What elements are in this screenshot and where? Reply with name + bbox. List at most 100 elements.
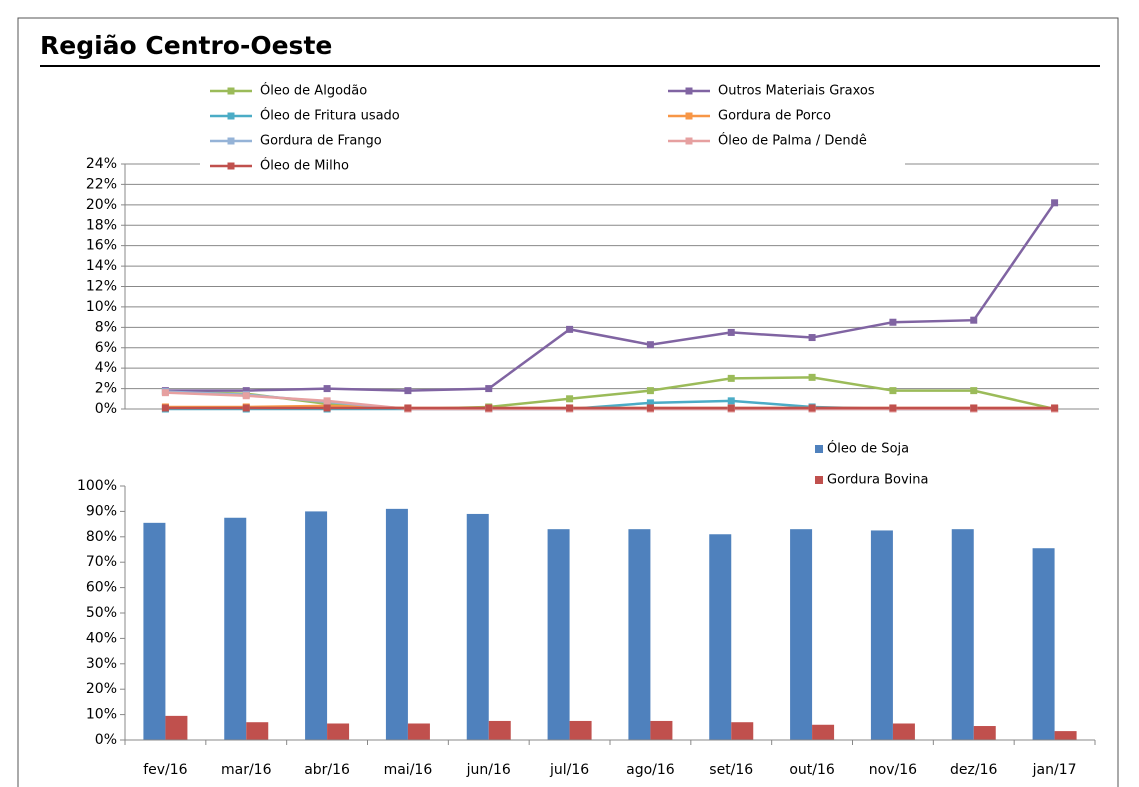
legend-key [815, 476, 823, 484]
bar [246, 722, 269, 740]
bar [1032, 548, 1055, 740]
legend-label: Óleo de Soja [827, 441, 909, 457]
bar [569, 720, 592, 740]
legend-label: Gordura de Frango [260, 134, 382, 149]
bar [812, 724, 835, 740]
bar [870, 530, 893, 740]
y-tick-label: 50% [86, 605, 117, 621]
bar [488, 720, 511, 740]
x-tick-label: abr/16 [304, 762, 350, 778]
point-marker [323, 404, 331, 412]
legend-label: Óleo de Palma / Dendê [718, 133, 867, 149]
legend-key-marker [227, 112, 235, 120]
bar [165, 715, 188, 740]
bar [407, 723, 430, 740]
point-marker [646, 404, 654, 412]
point-marker [808, 373, 816, 381]
x-tick-label: mai/16 [384, 762, 433, 778]
legend-label: Óleo de Algodão [260, 83, 367, 99]
point-marker [727, 374, 735, 382]
point-marker [566, 325, 574, 333]
series-line [165, 376, 1055, 411]
x-tick-label: fev/16 [143, 762, 187, 778]
point-marker [727, 404, 735, 412]
x-tick-label: jul/16 [549, 762, 589, 778]
legend-label: Outros Materiais Graxos [718, 84, 875, 99]
point-marker [161, 389, 169, 397]
legend-label: Óleo de Milho [260, 158, 349, 174]
bar [892, 723, 915, 740]
y-tick-label: 24% [86, 156, 117, 172]
point-marker [323, 397, 331, 405]
point-marker [727, 328, 735, 336]
x-tick-label: jan/17 [1032, 762, 1077, 778]
point-marker [970, 316, 978, 324]
point-marker [1051, 404, 1059, 412]
point-marker [323, 385, 331, 393]
y-tick-label: 60% [86, 580, 117, 596]
legend-box [200, 78, 905, 178]
bar [790, 529, 813, 740]
y-tick-label: 4% [95, 360, 117, 376]
y-tick-label: 40% [86, 630, 117, 646]
y-tick-label: 80% [86, 529, 117, 545]
y-tick-label: 100% [77, 478, 117, 494]
y-tick-label: 20% [86, 197, 117, 213]
y-tick-label: 8% [95, 319, 117, 335]
point-marker [646, 341, 654, 349]
point-marker [404, 404, 412, 412]
point-marker [889, 404, 897, 412]
legend-key-marker [685, 112, 693, 120]
bar [327, 723, 350, 740]
y-tick-label: 70% [86, 554, 117, 570]
bar [143, 522, 166, 740]
legend-key-marker [685, 87, 693, 95]
point-marker [242, 392, 250, 400]
y-tick-label: 22% [86, 176, 117, 192]
series-line [165, 202, 1056, 392]
x-tick-label: nov/16 [869, 762, 917, 778]
x-tick-label: jun/16 [466, 762, 511, 778]
page-title: Região Centro-Oeste [40, 31, 332, 60]
y-tick-label: 16% [86, 238, 117, 254]
x-tick-label: set/16 [709, 762, 753, 778]
point-marker [970, 387, 978, 395]
bar [547, 529, 570, 740]
bar [1054, 731, 1077, 740]
y-tick-label: 20% [86, 681, 117, 697]
bar [628, 529, 651, 740]
point-marker [485, 385, 493, 393]
point-marker [566, 404, 574, 412]
point-marker [889, 387, 897, 395]
bar [385, 508, 408, 740]
y-tick-label: 0% [95, 732, 117, 748]
bar [305, 511, 328, 740]
legend-key-marker [227, 162, 235, 170]
x-tick-label: dez/16 [950, 762, 997, 778]
point-marker [727, 397, 735, 405]
legend-key [815, 445, 823, 453]
y-tick-label: 6% [95, 340, 117, 356]
bar [224, 517, 247, 740]
point-marker [646, 387, 654, 395]
point-marker [970, 404, 978, 412]
y-tick-label: 12% [86, 279, 117, 295]
y-tick-label: 90% [86, 503, 117, 519]
point-marker [485, 404, 493, 412]
y-tick-label: 0% [95, 401, 117, 417]
bar [973, 726, 996, 740]
point-marker [242, 404, 250, 412]
bar [709, 534, 732, 740]
point-marker [808, 334, 816, 342]
point-marker [566, 395, 574, 403]
y-tick-label: 14% [86, 258, 117, 274]
bar [951, 529, 974, 740]
x-tick-label: out/16 [789, 762, 835, 778]
legend-key-marker [227, 137, 235, 145]
bar [466, 513, 489, 740]
legend-key-marker [227, 87, 235, 95]
y-tick-label: 10% [86, 707, 117, 723]
legend-key-marker [685, 137, 693, 145]
y-tick-label: 30% [86, 656, 117, 672]
